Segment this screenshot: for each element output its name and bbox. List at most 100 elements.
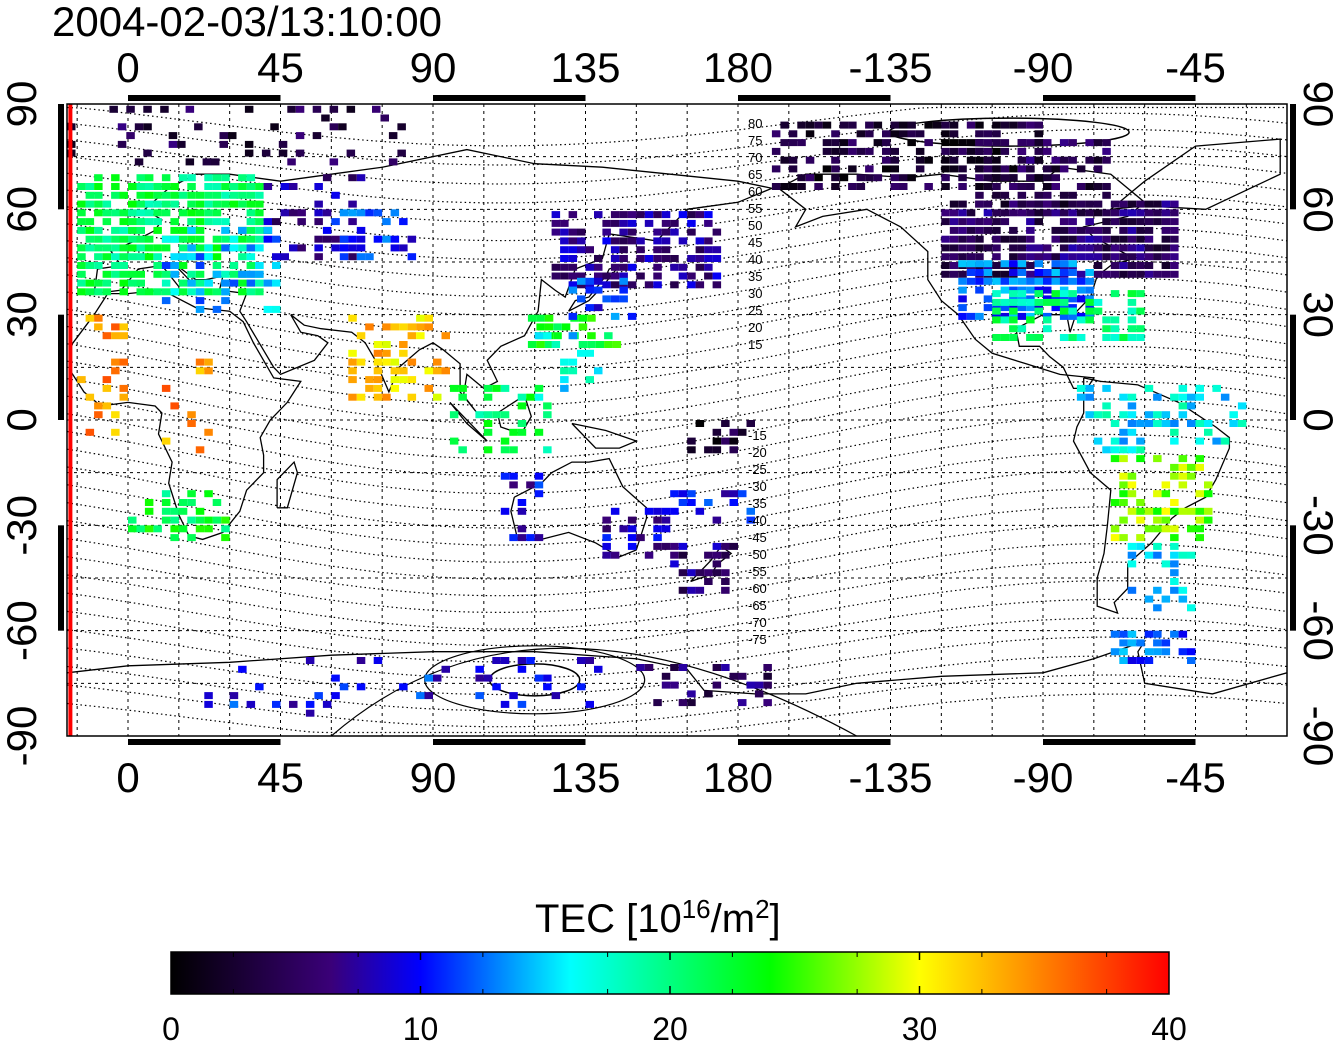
tec-pixel bbox=[1136, 290, 1145, 298]
tec-pixel bbox=[627, 228, 637, 236]
tec-pixel bbox=[553, 323, 562, 331]
tec-pixel bbox=[1068, 260, 1077, 268]
tec-pixel bbox=[399, 323, 408, 331]
tec-pixel bbox=[85, 314, 95, 322]
tec-pixel bbox=[204, 183, 213, 190]
tec-pixel bbox=[312, 132, 322, 140]
tec-pixel bbox=[263, 226, 273, 234]
tec-pixel bbox=[1043, 165, 1052, 173]
tec-pixel bbox=[1136, 437, 1145, 445]
tec-pixel bbox=[195, 200, 205, 208]
tec-pixel bbox=[153, 253, 162, 261]
tec-pixel bbox=[1043, 316, 1052, 324]
tec-pixel bbox=[278, 149, 288, 157]
tec-pixel bbox=[568, 211, 578, 219]
lat-tick-label-left: 60 bbox=[0, 186, 45, 233]
tec-pixel bbox=[1161, 595, 1171, 603]
tec-pixel bbox=[187, 200, 196, 208]
tec-pixel bbox=[1059, 165, 1069, 173]
tec-pixel bbox=[882, 165, 891, 173]
contour-label: 70 bbox=[748, 150, 762, 165]
tec-pixel bbox=[119, 235, 128, 243]
tec-pixel bbox=[704, 499, 713, 506]
tec-pixel bbox=[1059, 209, 1069, 217]
frame-tick-bar bbox=[128, 95, 281, 101]
tec-pixel bbox=[272, 218, 281, 226]
tec-pixel bbox=[695, 211, 705, 219]
tec-pixel bbox=[721, 437, 730, 445]
tec-pixel bbox=[577, 228, 586, 236]
tec-pixel bbox=[966, 139, 976, 147]
tec-pixel bbox=[594, 263, 603, 271]
tec-pixel bbox=[509, 428, 518, 436]
tec-pixel bbox=[1161, 262, 1171, 269]
contour-label: -30 bbox=[748, 479, 767, 494]
tec-pixel bbox=[949, 147, 959, 155]
tec-pixel bbox=[1170, 437, 1179, 445]
tec-pixel bbox=[983, 165, 993, 173]
frame-ticks bbox=[58, 95, 1296, 745]
contour-line bbox=[67, 487, 1287, 563]
tec-pixel bbox=[1127, 551, 1137, 559]
tec-pixel bbox=[1043, 174, 1052, 182]
tec-pixel bbox=[534, 534, 544, 542]
tec-pixel bbox=[1119, 235, 1128, 243]
tec-pixel bbox=[670, 664, 679, 671]
tec-pixel bbox=[560, 228, 569, 236]
tec-pixel bbox=[754, 690, 764, 698]
tec-pixel bbox=[119, 288, 128, 296]
tec-pixel bbox=[941, 139, 950, 147]
tec-pixel bbox=[1144, 657, 1154, 664]
tec-pixel bbox=[77, 183, 86, 190]
tec-pixel bbox=[161, 183, 171, 190]
tec-pixel bbox=[578, 314, 588, 322]
tec-pixel bbox=[195, 305, 205, 313]
tec-pixel bbox=[365, 376, 374, 384]
tec-pixel bbox=[500, 507, 510, 515]
tec-pixel bbox=[568, 228, 578, 236]
tec-pixel bbox=[594, 665, 603, 673]
tec-pixel bbox=[527, 341, 537, 348]
tec-pixel bbox=[119, 323, 128, 331]
tec-pixel bbox=[712, 542, 722, 550]
tec-pixel bbox=[1144, 270, 1154, 278]
tec-pixel bbox=[983, 226, 993, 234]
tec-pixel bbox=[653, 272, 662, 280]
tec-pixel bbox=[238, 665, 247, 673]
tec-pixel bbox=[1144, 218, 1154, 226]
tec-pixel bbox=[483, 446, 493, 454]
tec-pixel bbox=[255, 279, 264, 287]
tec-pixel bbox=[1068, 235, 1077, 243]
tec-pixel bbox=[289, 209, 298, 217]
tec-pixel bbox=[1000, 139, 1010, 147]
tec-pixel bbox=[365, 384, 374, 392]
tec-pixel bbox=[119, 191, 128, 199]
tec-pixel bbox=[433, 674, 442, 682]
tec-pixel bbox=[85, 279, 95, 287]
tec-pixel bbox=[1034, 156, 1043, 164]
tec-pixel bbox=[975, 253, 984, 261]
tec-pixel bbox=[305, 657, 315, 664]
tec-pixel bbox=[1009, 235, 1018, 243]
tec-pixel bbox=[1093, 411, 1103, 419]
tec-pixel bbox=[1127, 446, 1137, 454]
tec-pixel bbox=[1136, 262, 1145, 269]
tec-pixel bbox=[1068, 226, 1077, 234]
tec-pixel bbox=[992, 253, 1001, 261]
tec-pixel bbox=[1195, 455, 1204, 463]
tec-pixel bbox=[111, 411, 120, 419]
tec-pixel bbox=[111, 323, 120, 331]
tec-pixel bbox=[560, 237, 569, 245]
tec-pixel bbox=[1127, 290, 1137, 298]
tec-pixel bbox=[221, 534, 230, 542]
tec-pixel bbox=[1059, 334, 1069, 341]
tec-pixel bbox=[958, 244, 967, 252]
axis-labels: 0045459090135135180180-135-135-90-90-45-… bbox=[0, 44, 1340, 801]
tec-pixel bbox=[577, 277, 586, 285]
lat-tick-label-left: 30 bbox=[0, 291, 45, 338]
tec-pixel bbox=[780, 183, 789, 190]
tec-pixel bbox=[814, 174, 823, 182]
coastline bbox=[67, 639, 1287, 695]
tec-pixel bbox=[704, 690, 713, 698]
tec-pixel bbox=[1119, 446, 1128, 454]
